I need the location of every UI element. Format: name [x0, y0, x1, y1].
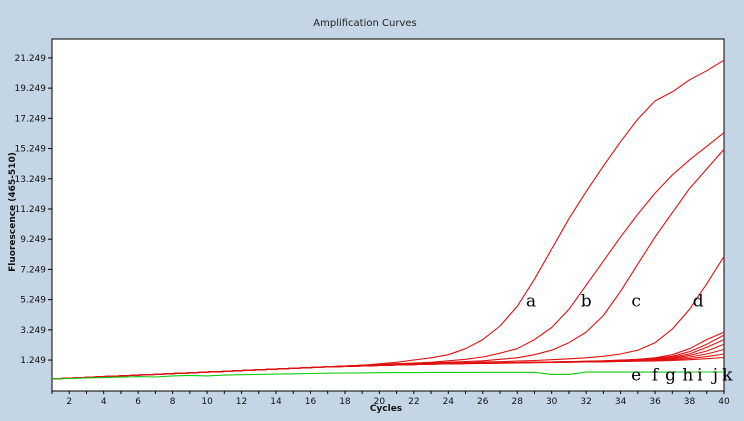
y-tick-label: 1.249 — [20, 356, 46, 366]
curve-label-f: f — [652, 365, 660, 385]
x-tick-label: 20 — [374, 397, 386, 407]
x-tick-label: 30 — [546, 397, 558, 407]
curve-label-j: j — [711, 365, 718, 385]
x-tick-label: 36 — [649, 397, 661, 407]
x-tick-label: 34 — [615, 397, 627, 407]
y-axis-title: Fluorescence (465-510) — [8, 152, 18, 272]
x-tick-label: 16 — [305, 397, 317, 407]
curve-labels: a b c d e f g h i j k — [526, 291, 733, 385]
chart-title: Amplification Curves — [313, 18, 416, 29]
y-tick-label: 15.249 — [15, 145, 47, 155]
x-tick-label: 32 — [580, 397, 591, 407]
x-tick-label: 6 — [135, 397, 141, 407]
y-tick-label: 13.249 — [15, 175, 47, 185]
x-tick-label: 14 — [270, 397, 282, 407]
x-tick-label: 18 — [339, 397, 351, 407]
y-tick-label: 7.249 — [20, 265, 46, 275]
x-tick-label: 10 — [201, 397, 213, 407]
x-tick-label: 22 — [408, 397, 419, 407]
y-tick-label: 17.249 — [15, 114, 47, 124]
y-tick-label: 9.249 — [20, 235, 46, 245]
x-tick-label: 2 — [66, 397, 72, 407]
series-layer — [51, 59, 725, 380]
curve-label-h: h — [682, 365, 693, 385]
x-tick-label: 12 — [236, 397, 247, 407]
curve-label-g: g — [665, 365, 676, 385]
y-tick-label: 21.249 — [15, 54, 47, 64]
plot-area — [51, 38, 725, 392]
x-tick-label: 26 — [477, 397, 489, 407]
x-tick-label: 4 — [101, 397, 107, 407]
curve-label-d: d — [693, 291, 704, 311]
x-tick-label: 28 — [512, 397, 524, 407]
y-tick-label: 5.249 — [20, 296, 46, 306]
curve-label-i: i — [697, 365, 703, 385]
curve-label-c: c — [631, 291, 641, 311]
x-axis: 2 4 6 8 10 12 14 16 18 20 22 24 26 28 30 32 34 36 38 40 — [51, 391, 730, 407]
y-tick-label: 11.249 — [15, 205, 47, 215]
series-line-negative-control — [51, 371, 724, 380]
y-axis: 1.249 3.249 5.249 7.249 9.249 11.249 13.249 15.… — [15, 54, 52, 366]
series-line-k — [51, 356, 725, 380]
x-tick-label: 24 — [443, 397, 455, 407]
curve-label-k: k — [722, 365, 733, 385]
curve-label-a: a — [526, 291, 536, 311]
y-tick-label: 19.249 — [15, 84, 47, 94]
curve-label-b: b — [581, 291, 592, 311]
curve-label-e: e — [631, 365, 641, 385]
x-tick-label: 40 — [718, 397, 730, 407]
y-tick-label: 3.249 — [20, 326, 46, 336]
x-tick-label: 38 — [684, 397, 696, 407]
x-tick-label: 8 — [170, 397, 176, 407]
x-axis-title: Cycles — [370, 404, 402, 414]
